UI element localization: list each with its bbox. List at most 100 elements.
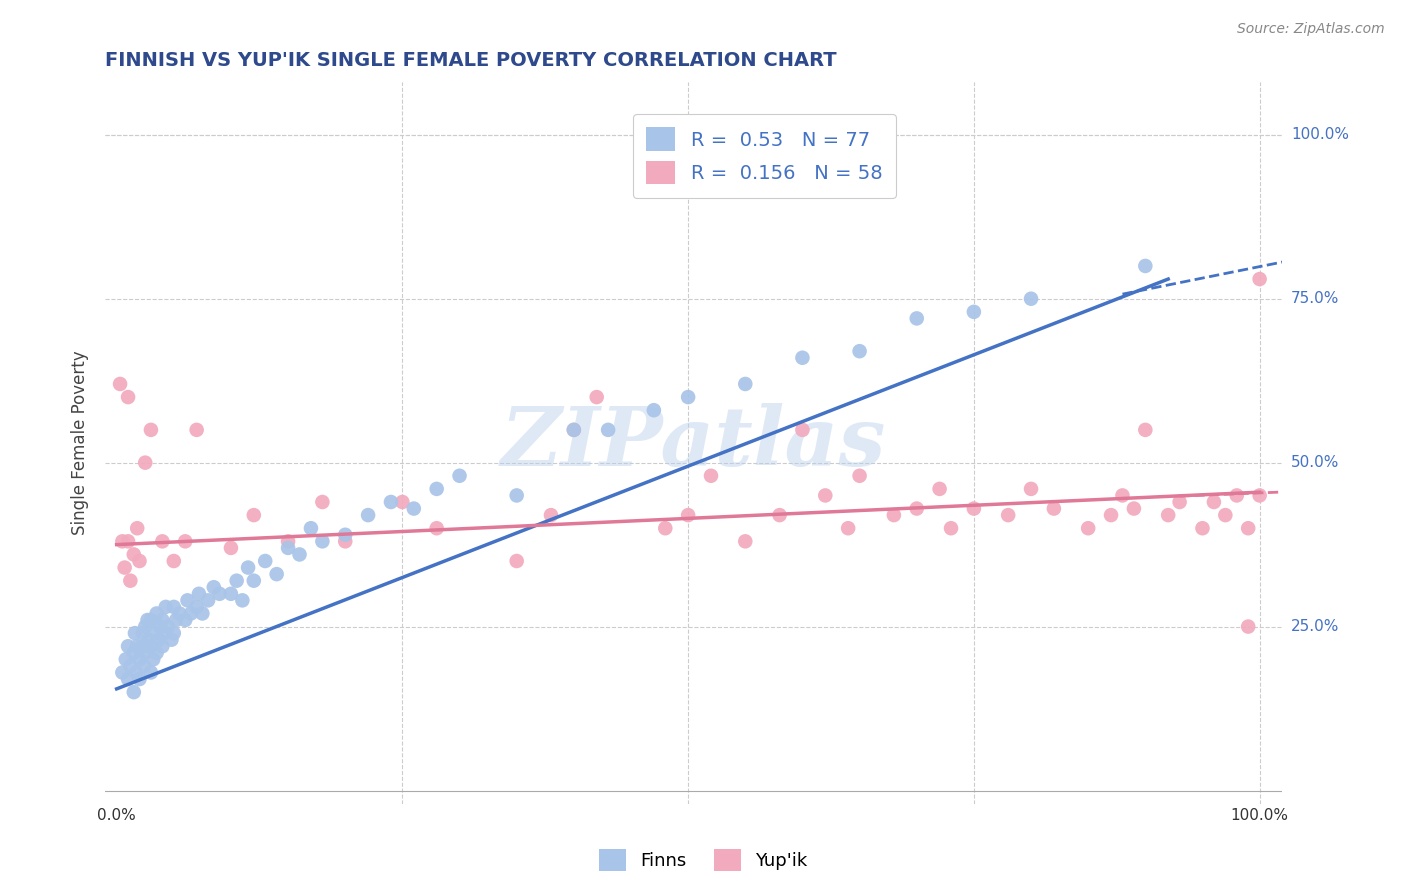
Point (139, 665, 162, 680)
Point (1249, 272, 1271, 286)
Point (1215, 508, 1237, 522)
Point (1111, 488, 1133, 502)
Point (169, 607, 191, 621)
Point (335, 534, 357, 549)
Point (643, 403, 665, 417)
Point (187, 587, 209, 601)
Point (163, 554, 186, 568)
Point (426, 482, 449, 496)
Point (243, 574, 266, 588)
Point (153, 626, 176, 640)
Y-axis label: Single Female Poverty: Single Female Poverty (72, 351, 89, 535)
Point (208, 587, 231, 601)
Point (128, 672, 150, 686)
Point (117, 534, 139, 549)
Point (357, 508, 380, 522)
Point (449, 468, 471, 483)
Point (928, 482, 950, 496)
Point (176, 593, 198, 607)
Point (163, 626, 186, 640)
Point (117, 672, 139, 686)
Point (149, 619, 172, 633)
Point (792, 423, 814, 437)
Point (120, 659, 142, 673)
Point (163, 599, 186, 614)
Point (540, 508, 562, 522)
Point (157, 619, 180, 633)
Point (1191, 521, 1213, 535)
Point (997, 508, 1019, 522)
Point (117, 390, 139, 404)
Point (138, 632, 160, 647)
Text: 25.0%: 25.0% (1291, 619, 1339, 634)
Point (1237, 619, 1260, 633)
Point (792, 351, 814, 365)
Point (142, 652, 165, 666)
Point (122, 646, 145, 660)
Point (254, 554, 277, 568)
Point (1202, 495, 1225, 509)
Point (380, 495, 402, 509)
Point (277, 534, 299, 549)
Point (562, 423, 585, 437)
Point (299, 521, 322, 535)
Point (585, 390, 607, 404)
Point (191, 607, 214, 621)
Point (132, 626, 155, 640)
Point (1135, 423, 1157, 437)
Point (814, 488, 837, 502)
Point (134, 456, 156, 470)
Point (231, 593, 253, 607)
Point (148, 632, 170, 647)
Point (311, 495, 333, 509)
Point (197, 593, 219, 607)
Point (734, 534, 756, 549)
Point (122, 685, 145, 699)
Point (219, 541, 242, 555)
Point (277, 541, 299, 555)
Legend: Finns, Yup'ik: Finns, Yup'ik (592, 842, 814, 879)
Point (311, 534, 333, 549)
Point (117, 639, 139, 653)
Point (202, 580, 225, 594)
Point (150, 613, 173, 627)
Point (155, 599, 177, 614)
Point (837, 521, 859, 535)
Point (122, 548, 145, 562)
Point (132, 659, 155, 673)
Point (266, 567, 288, 582)
Point (180, 607, 202, 621)
Point (1019, 482, 1042, 496)
Point (1168, 495, 1191, 509)
Text: ZIPatlas: ZIPatlas (501, 403, 887, 483)
Point (120, 574, 142, 588)
Point (165, 613, 187, 627)
Point (1237, 521, 1260, 535)
Point (128, 652, 150, 666)
Text: 50.0%: 50.0% (1291, 455, 1339, 470)
Point (676, 390, 699, 404)
Point (124, 626, 146, 640)
Text: 75.0%: 75.0% (1291, 291, 1339, 306)
Point (1043, 501, 1066, 516)
Point (127, 639, 149, 653)
Point (335, 528, 357, 542)
Point (131, 639, 153, 653)
Point (114, 652, 136, 666)
Point (134, 619, 156, 633)
Point (139, 639, 162, 653)
Point (1019, 292, 1042, 306)
Point (186, 423, 208, 437)
Point (883, 508, 905, 522)
Point (963, 305, 986, 319)
Point (114, 560, 136, 574)
Point (145, 607, 167, 621)
Point (700, 468, 723, 483)
Point (768, 508, 790, 522)
Point (1135, 259, 1157, 273)
Point (136, 613, 159, 627)
Point (134, 646, 156, 660)
Point (139, 423, 162, 437)
Point (848, 468, 870, 483)
Point (174, 534, 197, 549)
